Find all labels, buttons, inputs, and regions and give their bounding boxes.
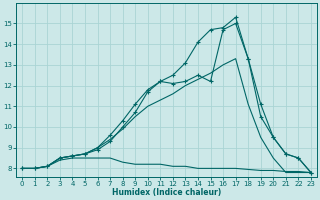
X-axis label: Humidex (Indice chaleur): Humidex (Indice chaleur) — [112, 188, 221, 197]
